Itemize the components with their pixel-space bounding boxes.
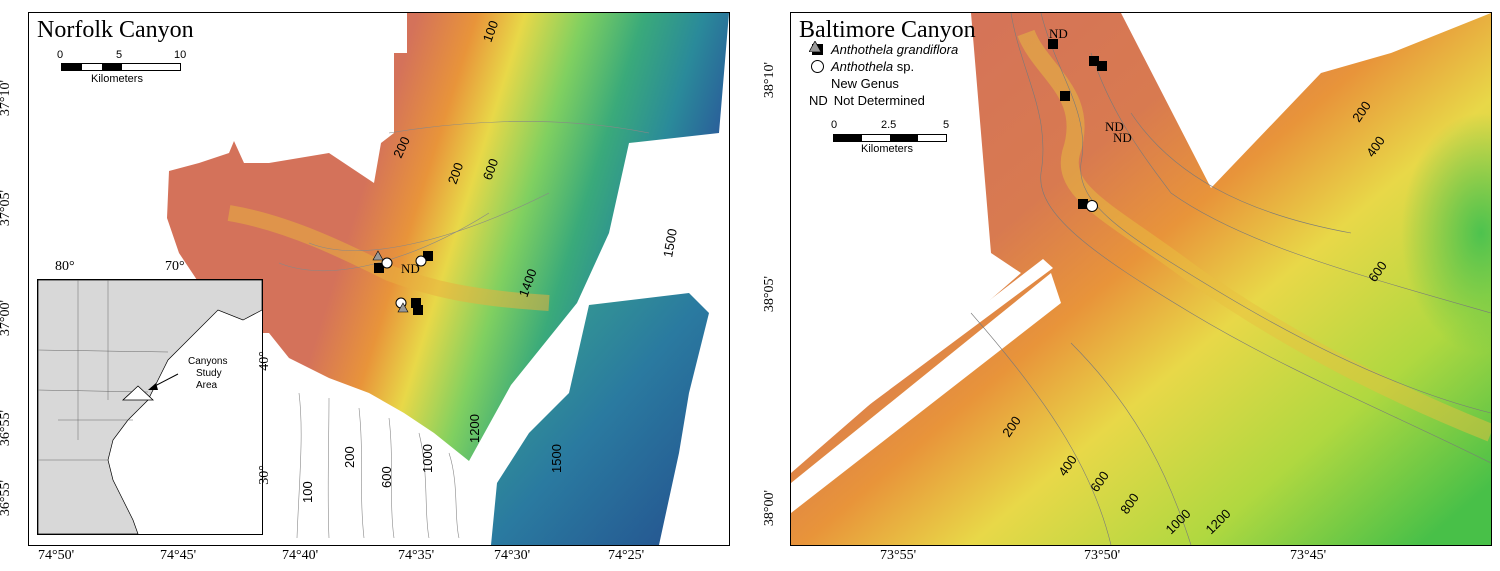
scale-tick: 5 <box>116 49 123 61</box>
grandiflora-marker <box>1048 39 1058 49</box>
svg-text:Area: Area <box>196 380 218 391</box>
contour-label: 100 <box>300 481 315 503</box>
baltimore-canyon-map: ND ND ND 200 400 600 200 400 600 800 100… <box>790 12 1492 546</box>
lat-tick: 37°00' <box>0 299 14 337</box>
study-area-triangle <box>121 385 155 401</box>
norfolk-title: Norfolk Canyon <box>37 17 194 43</box>
contour-label: 600 <box>480 157 502 183</box>
lon-tick: 73°55' <box>880 548 917 563</box>
lon-tick: 73°45' <box>1290 548 1327 563</box>
lon-tick: 74°30' <box>494 548 531 563</box>
scale-unit: Kilometers <box>91 73 143 85</box>
nd-label: ND <box>1049 26 1068 41</box>
contour-label: 1500 <box>660 227 680 258</box>
contour-label: 600 <box>379 466 394 488</box>
contour-label: 1200 <box>467 414 482 443</box>
scale-tick: 10 <box>174 49 187 61</box>
norfolk-contour-lines <box>278 121 650 539</box>
grandiflora-marker <box>1097 61 1107 71</box>
norfolk-contour-labels: 100 200 200 600 1400 1500 200 600 1000 1… <box>300 19 680 503</box>
scale-tick: 2.5 <box>881 119 897 131</box>
contour-label: 200 <box>445 161 467 187</box>
baltimore-deep-zone <box>1291 113 1491 413</box>
legend-item-nd: ND Not Determined <box>809 93 925 108</box>
inset-coastline: Canyons Study Area <box>38 280 262 534</box>
white-circle-icon <box>810 60 824 73</box>
lat-tick: 38°05' <box>762 275 778 313</box>
inset-lat-tick: 30° <box>256 465 272 485</box>
grandiflora-marker <box>1089 56 1099 66</box>
gray-triangle-icon <box>809 41 821 52</box>
legend-item-new-genus: New Genus <box>809 41 958 92</box>
contour-label: 200 <box>342 446 357 468</box>
norfolk-sample-markers <box>372 250 433 315</box>
lon-tick: 74°40' <box>282 548 319 563</box>
scale-tick: 0 <box>57 49 64 61</box>
baltimore-sample-markers <box>1048 39 1107 212</box>
lon-tick: 74°35' <box>398 548 435 563</box>
svg-text:Canyons: Canyons <box>188 356 227 367</box>
norfolk-survey-area <box>167 13 729 461</box>
nd-label: ND <box>1113 130 1132 145</box>
grandiflora-marker <box>423 251 433 261</box>
lat-tick: 37°10' <box>0 79 14 117</box>
norfolk-scale-bar: 0 5 10 Kilometers <box>57 49 187 89</box>
grandiflora-marker <box>413 305 423 315</box>
norfolk-deep-swath <box>491 293 709 545</box>
inset-lon-tick: 70° <box>165 259 185 274</box>
lat-tick: 37°05' <box>0 189 14 227</box>
lon-tick: 74°45' <box>160 548 197 563</box>
baltimore-bathymetry: ND ND ND 200 400 600 200 400 600 800 100… <box>791 13 1491 545</box>
baltimore-title: Baltimore Canyon <box>799 17 976 43</box>
norfolk-bathymetry: 100 200 200 600 1400 1500 200 600 1000 1… <box>167 13 729 545</box>
species-legend: Anthothela grandiflora Anthothela sp. Ne… <box>809 41 958 109</box>
inset-map: Canyons Study Area <box>37 279 263 535</box>
svg-text:Study: Study <box>196 368 222 379</box>
grandiflora-marker <box>411 298 421 308</box>
lat-tick: 38°00' <box>762 489 778 527</box>
sp-marker <box>381 257 393 269</box>
scale-unit: Kilometers <box>861 143 913 155</box>
baltimore-scale-bar: 0 2.5 5 Kilometers <box>831 119 961 159</box>
baltimore-nd-labels: ND ND ND <box>1049 26 1132 145</box>
sp-marker <box>1086 200 1098 212</box>
survey-gap <box>791 273 1061 513</box>
contour-label: 100 <box>480 19 502 45</box>
lon-tick: 74°50' <box>38 548 75 563</box>
lon-tick: 74°25' <box>608 548 645 563</box>
nd-label: ND <box>401 261 420 276</box>
scale-tick: 0 <box>831 119 838 131</box>
lat-tick: 38°10' <box>762 61 778 99</box>
norfolk-canyon-axis <box>227 205 550 311</box>
grandiflora-marker <box>1060 91 1070 101</box>
lon-tick: 73°50' <box>1084 548 1121 563</box>
inset-lon-tick: 80° <box>55 259 75 274</box>
new-genus-marker <box>397 302 409 313</box>
sp-marker <box>415 255 427 267</box>
lat-tick: 36°55' <box>0 409 14 447</box>
legend-item-sp: Anthothela sp. <box>809 58 958 75</box>
new-genus-marker <box>372 250 384 261</box>
baltimore-contour-lines <box>970 13 1491 545</box>
contour-label: 1000 <box>420 444 435 473</box>
nd-label: ND <box>1105 119 1124 134</box>
scale-tick: 5 <box>943 119 950 131</box>
grandiflora-marker <box>374 263 384 273</box>
legend-item-grandiflora: Anthothela grandiflora <box>809 41 958 58</box>
contour-label: 1500 <box>549 444 564 473</box>
norfolk-canyon-map: 100 200 200 600 1400 1500 200 600 1000 1… <box>28 12 730 546</box>
inset-lat-tick: 40° <box>256 351 272 371</box>
grandiflora-marker <box>1078 199 1088 209</box>
